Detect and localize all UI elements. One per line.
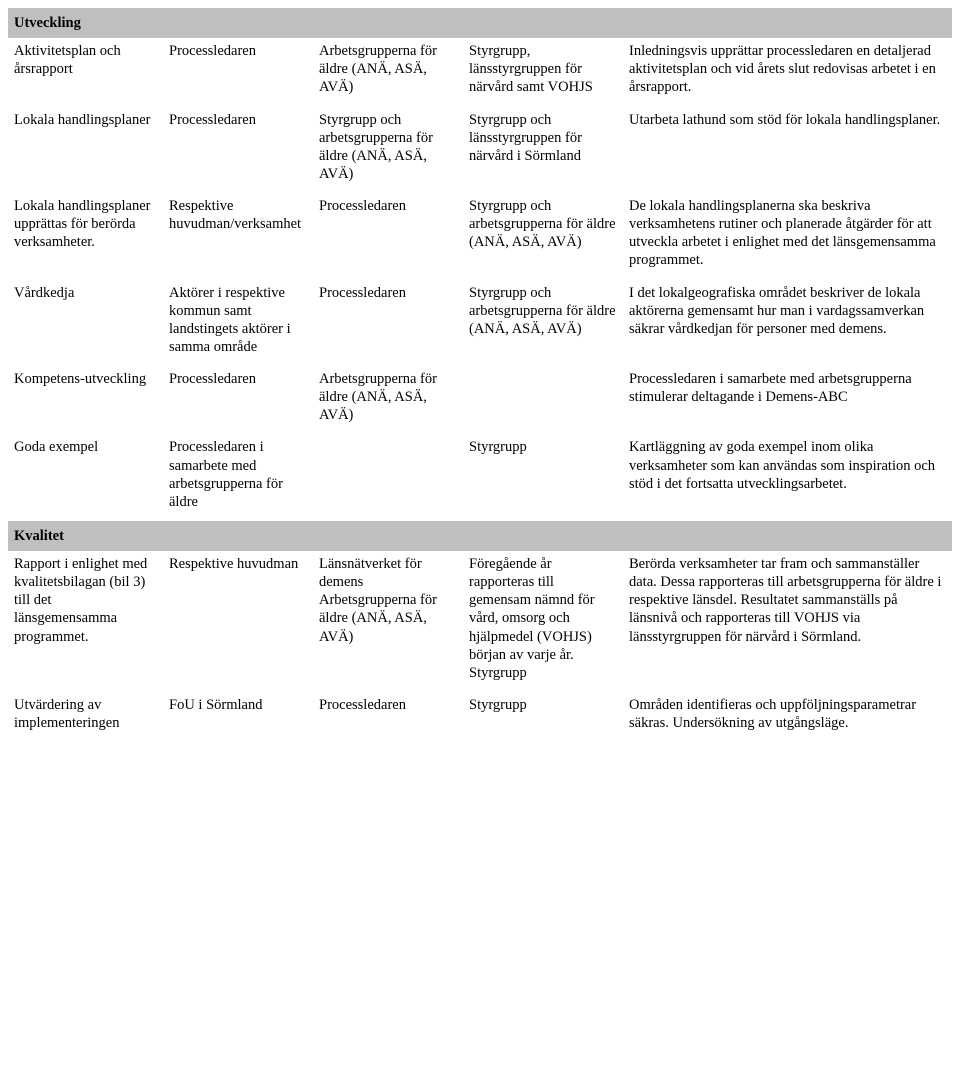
section-header-row: Kvalitet xyxy=(8,521,952,551)
cell-c3: Processledaren xyxy=(313,692,463,742)
section-header: Kvalitet xyxy=(8,521,163,551)
section-header-empty xyxy=(163,8,313,38)
section-header-empty xyxy=(463,8,623,38)
table-row: Lokala handlingsplaner upprättas för ber… xyxy=(8,193,952,280)
cell-c5: De lokala handlingsplanerna ska beskriva… xyxy=(623,193,952,280)
cell-c4 xyxy=(463,366,623,434)
cell-c2: Processledaren i samarbete med arbetsgru… xyxy=(163,434,313,521)
cell-c1: Goda exempel xyxy=(8,434,163,521)
cell-c4: Styrgrupp och länsstyrgruppen för närvår… xyxy=(463,107,623,194)
section-header-empty xyxy=(623,521,952,551)
cell-c5: Utarbeta lathund som stöd för lokala han… xyxy=(623,107,952,194)
cell-c1: Rapport i enlighet med kvalitetsbilagan … xyxy=(8,551,163,692)
cell-c4: Styrgrupp och arbetsgrupperna för äldre … xyxy=(463,193,623,280)
cell-c4: Föregående år rapporteras till gemensam … xyxy=(463,551,623,692)
cell-c3: Styrgrupp och arbetsgrupperna för äldre … xyxy=(313,107,463,194)
cell-c1: Kompetens-utveckling xyxy=(8,366,163,434)
cell-c1: Aktivitetsplan och årsrapport xyxy=(8,38,163,106)
cell-c2: Processledaren xyxy=(163,366,313,434)
cell-c1: Utvärdering av implementeringen xyxy=(8,692,163,742)
cell-c2: Respektive huvudman xyxy=(163,551,313,692)
section-header-empty xyxy=(463,521,623,551)
cell-c4: Styrgrupp xyxy=(463,692,623,742)
cell-c5: Kartläggning av goda exempel inom olika … xyxy=(623,434,952,521)
cell-c4: Styrgrupp xyxy=(463,434,623,521)
cell-c5: Berörda verksamheter tar fram och samman… xyxy=(623,551,952,692)
table-row: Aktivitetsplan och årsrapportProcessleda… xyxy=(8,38,952,106)
cell-c1: Lokala handlingsplaner upprättas för ber… xyxy=(8,193,163,280)
cell-c1: Lokala handlingsplaner xyxy=(8,107,163,194)
cell-c3: Arbetsgrupperna för äldre (ANÄ, ASÄ, AVÄ… xyxy=(313,38,463,106)
cell-c2: Processledaren xyxy=(163,38,313,106)
table-row: Kompetens-utvecklingProcessledarenArbets… xyxy=(8,366,952,434)
section-header: Utveckling xyxy=(8,8,163,38)
cell-c3 xyxy=(313,434,463,521)
cell-c2: Aktörer i respektive kommun samt landsti… xyxy=(163,280,313,367)
cell-c4: Styrgrupp, länsstyrgruppen för närvård s… xyxy=(463,38,623,106)
cell-c3: Processledaren xyxy=(313,280,463,367)
cell-c3: Arbetsgrupperna för äldre (ANÄ, ASÄ, AVÄ… xyxy=(313,366,463,434)
cell-c5: I det lokalgeografiska området beskriver… xyxy=(623,280,952,367)
cell-c2: Respektive huvudman/verksamhet xyxy=(163,193,313,280)
cell-c5: Inledningsvis upprättar processledaren e… xyxy=(623,38,952,106)
cell-c1: Vårdkedja xyxy=(8,280,163,367)
cell-c2: Processledaren xyxy=(163,107,313,194)
section-header-empty xyxy=(623,8,952,38)
table-row: Utvärdering av implementeringenFoU i Sör… xyxy=(8,692,952,742)
cell-c3: Länsnätverket för demens Arbetsgrupperna… xyxy=(313,551,463,692)
section-header-empty xyxy=(163,521,313,551)
cell-c3: Processledaren xyxy=(313,193,463,280)
program-table: UtvecklingAktivitetsplan och årsrapportP… xyxy=(8,8,952,742)
cell-c5: Processledaren i samarbete med arbetsgru… xyxy=(623,366,952,434)
section-header-row: Utveckling xyxy=(8,8,952,38)
cell-c4: Styrgrupp och arbetsgrupperna för äldre … xyxy=(463,280,623,367)
table-row: Goda exempelProcessledaren i samarbete m… xyxy=(8,434,952,521)
section-header-empty xyxy=(313,521,463,551)
section-header-empty xyxy=(313,8,463,38)
cell-c5: Områden identifieras och uppföljningspar… xyxy=(623,692,952,742)
table-row: VårdkedjaAktörer i respektive kommun sam… xyxy=(8,280,952,367)
table-row: Lokala handlingsplanerProcessledarenStyr… xyxy=(8,107,952,194)
cell-c2: FoU i Sörmland xyxy=(163,692,313,742)
table-row: Rapport i enlighet med kvalitetsbilagan … xyxy=(8,551,952,692)
